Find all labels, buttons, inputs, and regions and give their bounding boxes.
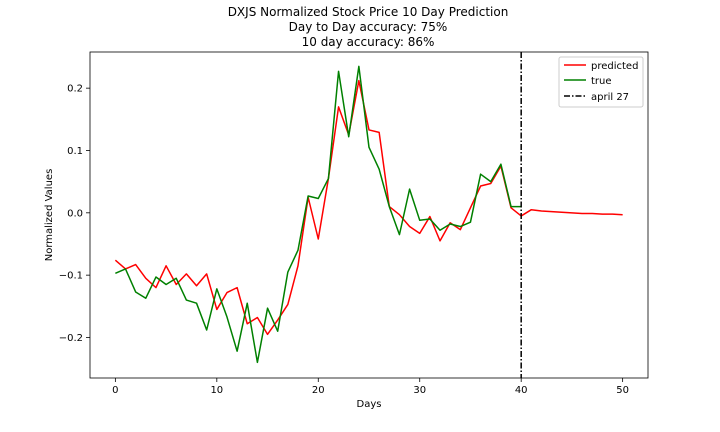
y-tick-label: −0.1 xyxy=(59,271,83,282)
legend-box xyxy=(558,56,644,108)
y-tick-label: 0.1 xyxy=(67,146,83,157)
y-tick-label: −0.2 xyxy=(59,333,83,344)
plot-area xyxy=(89,51,649,379)
legend: predicted true april 27 xyxy=(558,56,644,108)
x-axis-ticks: 0 10 20 30 40 50 xyxy=(112,378,629,396)
x-tick-label: 30 xyxy=(413,385,426,396)
chart-title-line-3: 10 day accuracy: 86% xyxy=(302,35,435,49)
x-tick-label: 50 xyxy=(616,385,629,396)
chart-title: DXJS Normalized Stock Price 10 Day Predi… xyxy=(228,5,509,49)
chart-title-line-1: DXJS Normalized Stock Price 10 Day Predi… xyxy=(228,5,509,19)
x-tick-label: 20 xyxy=(312,385,325,396)
x-tick-label: 0 xyxy=(112,385,118,396)
y-axis-ticks: −0.2 −0.1 0.0 0.1 0.2 xyxy=(59,84,90,344)
chart-title-line-2: Day to Day accuracy: 75% xyxy=(289,20,448,34)
y-tick-label: 0.0 xyxy=(67,208,83,219)
legend-label-true: true xyxy=(591,76,612,87)
x-tick-label: 40 xyxy=(515,385,528,396)
axes-frame xyxy=(89,51,649,379)
legend-label-predicted: predicted xyxy=(591,61,638,72)
legend-label-april-27: april 27 xyxy=(591,92,629,103)
y-axis-label: Normalized Values xyxy=(44,169,55,262)
x-axis-label: Days xyxy=(357,399,382,410)
series-line-true xyxy=(115,65,522,364)
series-line-predicted xyxy=(114,79,623,336)
y-tick-label: 0.2 xyxy=(67,84,83,95)
x-tick-label: 10 xyxy=(210,385,223,396)
